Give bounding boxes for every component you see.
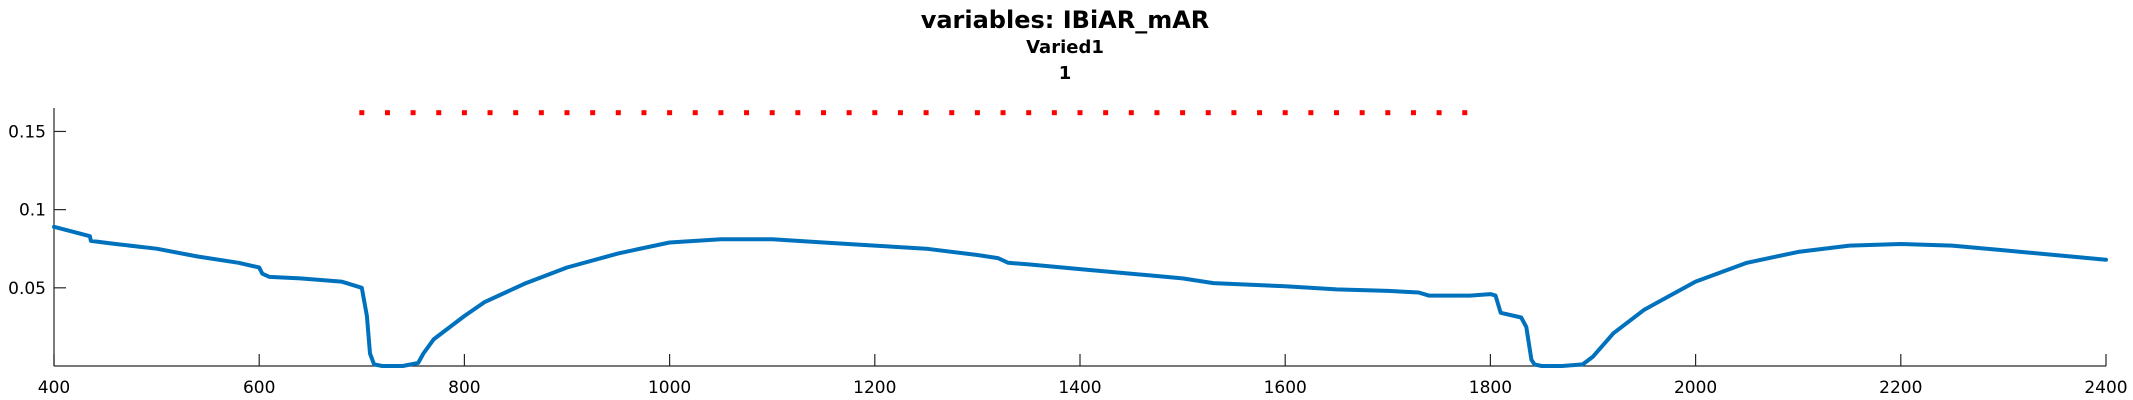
series-point [1026,110,1032,116]
series-point [1231,110,1237,116]
series-point [1308,110,1314,116]
series-point [384,110,390,116]
y-tick-label: 0.05 [8,279,46,299]
x-tick-label: 600 [243,378,275,398]
series-point [1334,110,1339,116]
series-point [1462,110,1468,116]
x-tick-label: 2200 [1879,378,1922,398]
series-point [1180,110,1186,116]
series-point [461,110,467,116]
series-point [359,110,365,116]
series-point [615,110,621,116]
series-point [513,110,519,116]
x-tick-label: 2000 [1674,378,1717,398]
series-line [52,224,2108,368]
series-point [1154,110,1160,116]
series-point [692,110,698,116]
series-point [538,110,544,116]
chart-subtitle-2: 1 [1059,63,1072,84]
series-point [897,110,903,116]
series-point [641,110,647,116]
series-point [590,110,596,116]
series-point [1436,110,1442,116]
series-point [1205,110,1211,116]
y-tick-label: 0.1 [19,201,46,221]
series-point [1077,110,1083,116]
series-point [564,110,570,116]
x-tick-label: 400 [38,378,70,398]
x-tick-label: 800 [448,378,480,398]
series-point [744,110,750,116]
x-tick-label: 2400 [2084,378,2127,398]
series-point [769,110,775,116]
series-point [1103,110,1109,116]
series-point [718,110,724,116]
series-point [872,110,878,116]
y-tick-label: 0.15 [8,122,46,142]
series-point [974,110,980,116]
series-point [487,110,493,116]
x-tick-label: 1200 [853,378,896,398]
series-point [667,110,673,116]
series-point [846,110,852,116]
chart-title: variables: IBiAR_mAR [921,6,1210,34]
series-point [1410,110,1416,116]
series-point [795,110,801,116]
plot-area: 400 600 800 1000 1200 1400 1600 1800 2000 2200 240… [8,108,2128,398]
series-point [1051,110,1057,116]
series-point [1359,110,1365,116]
series-point [949,110,955,116]
series-point [436,110,442,116]
series-point [1000,110,1006,116]
series-point [1282,110,1288,116]
series-point [923,110,929,116]
x-tick-label: 1000 [648,378,691,398]
series-point [821,110,826,116]
series-point [1385,110,1391,116]
x-tick-label: 1600 [1264,378,1307,398]
chart-subtitle-1: Varied1 [1026,37,1104,58]
x-tick-label: 1400 [1058,378,1101,398]
series-point [410,110,416,116]
series-point [1128,110,1134,116]
series-point [1257,110,1263,116]
x-tick-label: 1800 [1469,378,1512,398]
